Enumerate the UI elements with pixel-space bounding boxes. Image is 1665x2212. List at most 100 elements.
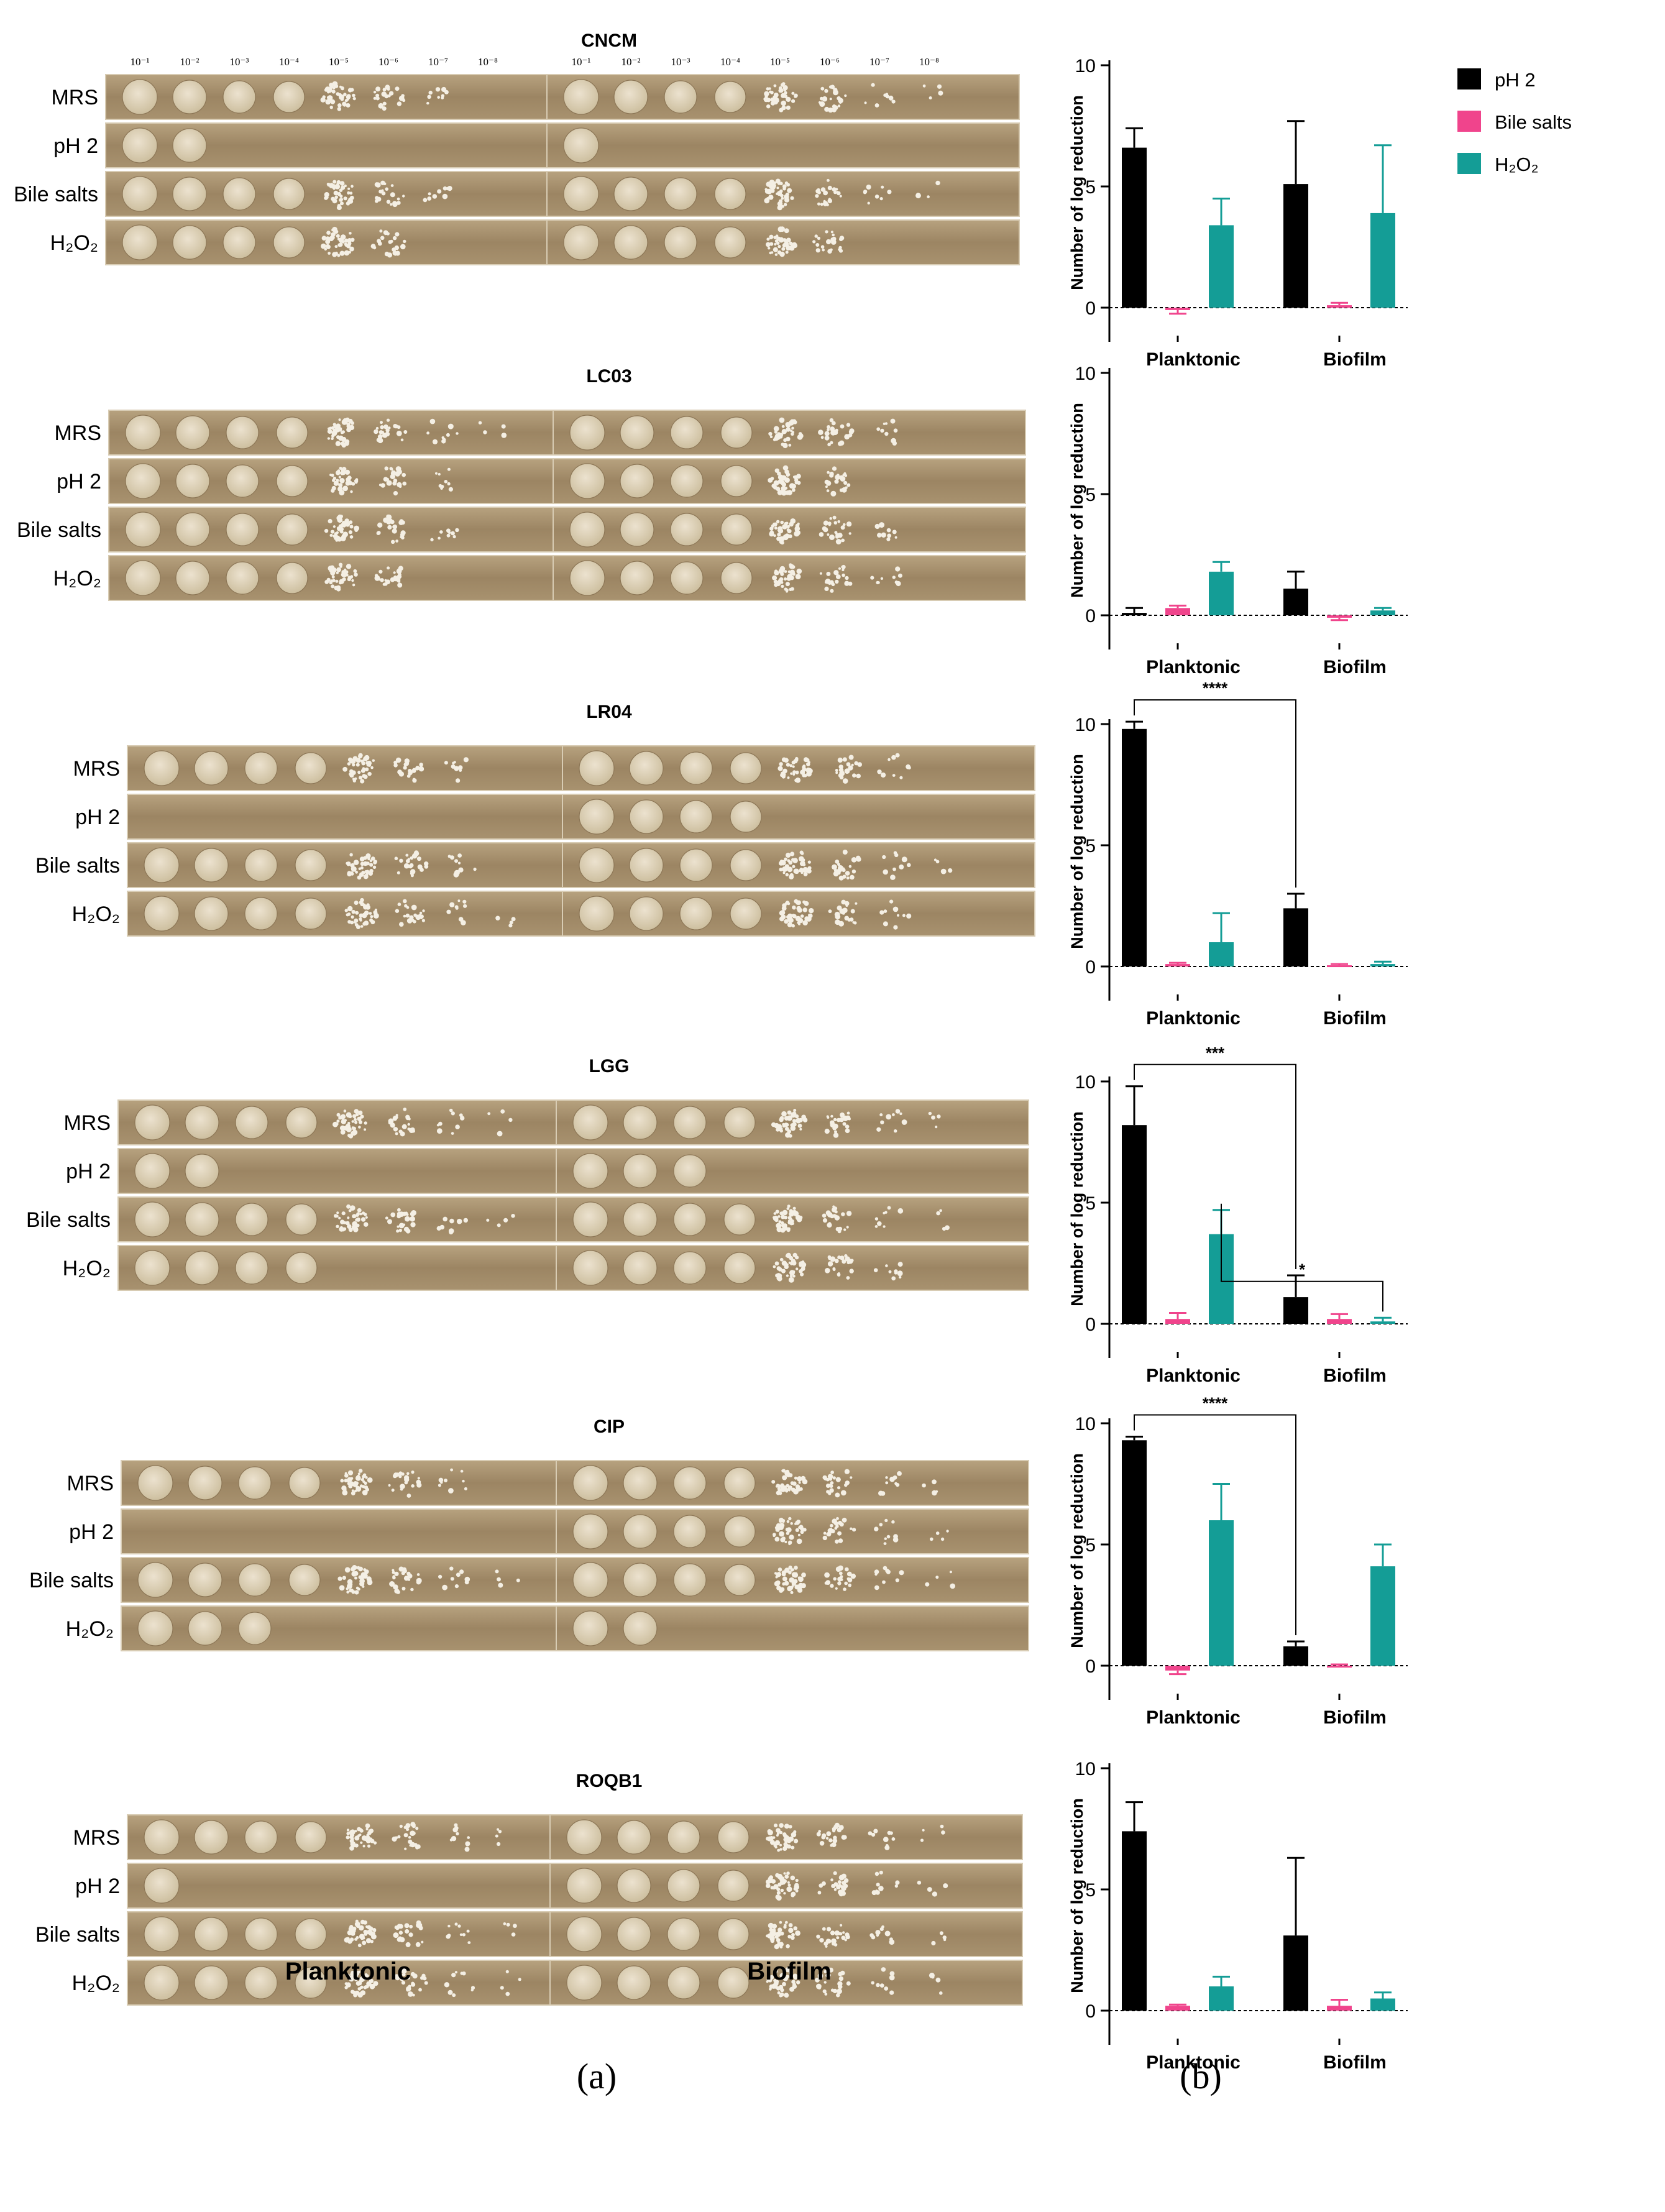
colony-dot: [795, 778, 801, 783]
colony-spot: [194, 1917, 229, 1952]
colony-dot: [344, 469, 351, 475]
colony-dot: [788, 860, 793, 865]
colony-dot: [794, 1566, 798, 1570]
colony-dot: [837, 1531, 842, 1536]
colony-spot: [667, 1869, 700, 1902]
colony-dot: [401, 1981, 406, 1985]
colony-dot: [822, 1213, 827, 1218]
colony-dot: [388, 426, 391, 429]
colony-dot: [424, 1981, 428, 1985]
colony-dot: [346, 1835, 350, 1840]
colony-dot: [889, 1937, 893, 1942]
colony-dot: [786, 852, 791, 858]
colony-spot: [172, 80, 207, 114]
colony-dot: [800, 1475, 806, 1481]
colony-spot: [673, 1203, 707, 1236]
colony-dot: [773, 522, 776, 526]
colony-dot: [927, 195, 930, 198]
colony-dot: [416, 1920, 421, 1925]
colony-spot: [620, 561, 654, 595]
colony-dot: [366, 1984, 370, 1988]
colony-dot: [932, 1891, 937, 1897]
colony-dot: [342, 1576, 346, 1580]
colony-dot: [373, 860, 377, 865]
colony-dot: [413, 920, 416, 924]
colony-dot: [367, 771, 372, 776]
colony-dot: [329, 183, 334, 188]
colony-dot: [462, 1479, 465, 1483]
colony-dot: [364, 1128, 367, 1131]
colony-dot: [785, 250, 789, 254]
colony-dot: [365, 861, 370, 866]
colony-dot: [785, 588, 788, 591]
colony-dot: [456, 1218, 462, 1224]
colony-dot: [333, 525, 336, 528]
colony-dot: [769, 435, 773, 438]
colony-dot: [883, 909, 888, 913]
colony-dot: [410, 856, 414, 860]
colony-dot: [820, 86, 825, 91]
colony-dot: [373, 96, 377, 100]
row-label: pH 2: [66, 1160, 111, 1183]
colony-dot: [879, 522, 885, 528]
colony-spot: [125, 560, 161, 596]
colony-dot: [773, 1824, 778, 1828]
bar-bilesalts: [1327, 965, 1352, 968]
colony-dot: [797, 1576, 801, 1579]
colony-dot: [343, 1109, 347, 1113]
colony-dot: [410, 1830, 415, 1836]
colony-dot: [417, 1477, 420, 1480]
colony-dot: [326, 244, 330, 248]
colony-dot: [922, 84, 926, 88]
colony-dot: [792, 1111, 797, 1116]
colony-dot: [784, 1541, 787, 1543]
colony-dot: [451, 1132, 454, 1135]
colony-dot: [777, 1267, 782, 1272]
colony-dot: [364, 920, 369, 926]
colony-dot: [455, 528, 459, 533]
colony-dot: [823, 520, 828, 526]
colony-dot: [354, 1590, 359, 1595]
y-tick-label: 5: [1085, 836, 1096, 856]
row-label: H₂O₂: [53, 567, 101, 590]
colony-dot: [786, 192, 789, 196]
colony-dot: [387, 252, 393, 258]
colony-dot: [787, 1227, 791, 1231]
colony-spot: [137, 1465, 173, 1501]
colony-dot: [346, 1832, 350, 1835]
colony-dot: [832, 1126, 837, 1131]
colony-dot: [791, 1893, 795, 1898]
colony-dot: [795, 770, 799, 774]
colony-dot: [352, 1214, 357, 1218]
colony-dot: [786, 183, 790, 187]
colony-dot: [776, 1938, 781, 1943]
colony-dot: [822, 1218, 828, 1223]
colony-dot: [863, 191, 867, 195]
dilution-label: 10⁻¹: [571, 56, 590, 68]
colony-dot: [327, 429, 333, 434]
colony-dot: [890, 874, 896, 880]
colony-dot: [442, 193, 448, 200]
colony-dot: [825, 1484, 830, 1488]
colony-dot: [437, 96, 440, 99]
colony-dot: [775, 1873, 779, 1878]
colony-dot: [935, 1977, 941, 1983]
colony-dot: [815, 194, 819, 198]
colony-dot: [340, 201, 344, 206]
colony-dot: [794, 1476, 797, 1480]
colony-dot: [844, 1254, 848, 1258]
colony-dot: [372, 865, 377, 870]
colony-dot: [781, 100, 786, 106]
colony-dot: [825, 1580, 831, 1586]
colony-dot: [337, 107, 342, 111]
colony-dot: [893, 851, 897, 855]
colony-dot: [393, 576, 398, 582]
colony-dot: [822, 1833, 827, 1838]
colony-dot: [365, 1938, 372, 1944]
colony-dot: [935, 1126, 938, 1129]
legend-label: H₂O₂: [1495, 154, 1539, 175]
colony-dot: [787, 473, 791, 477]
colony-dot: [817, 236, 820, 240]
